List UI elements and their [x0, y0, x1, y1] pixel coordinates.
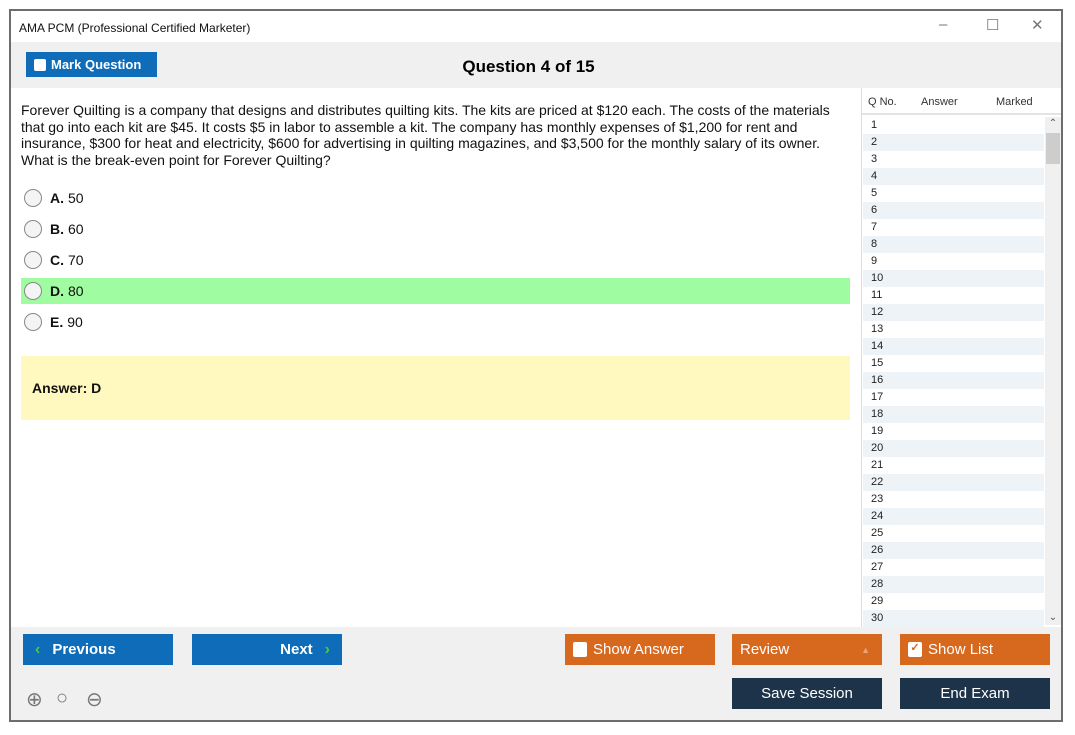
list-row[interactable]: 12	[863, 304, 1044, 321]
list-row[interactable]: 27	[871, 561, 884, 573]
list-row[interactable]: 13	[871, 323, 884, 335]
review-dropdown[interactable]: Review ▲	[732, 634, 882, 665]
previous-button[interactable]: ‹ Previous	[23, 634, 173, 665]
radio-button[interactable]	[24, 220, 42, 238]
chevron-left-icon: ‹	[35, 640, 41, 658]
option-e[interactable]: E. 90	[21, 309, 850, 335]
radio-button[interactable]	[24, 282, 42, 300]
list-row[interactable]: 14	[863, 338, 1044, 355]
header-qno[interactable]: Q No.	[868, 96, 897, 108]
show-answer-button[interactable]: Show Answer	[565, 634, 715, 665]
option-letter: A.	[50, 190, 64, 206]
list-row[interactable]: 25	[871, 527, 884, 539]
question-text: Forever Quilting is a company that desig…	[21, 102, 830, 168]
show-list-button[interactable]: ✓ Show List	[900, 634, 1050, 665]
zoom-reset-icon[interactable]: ○	[56, 687, 69, 709]
title-bar: AMA PCM (Professional Certified Marketer…	[11, 11, 1061, 42]
next-button[interactable]: Next ›	[192, 634, 342, 665]
list-row[interactable]: 26	[863, 542, 1044, 559]
option-d[interactable]: D. 80	[21, 278, 850, 304]
zoom-out-icon[interactable]: ⊖	[86, 689, 103, 711]
list-row[interactable]: 6	[863, 202, 1044, 219]
mark-question-label: Mark Question	[51, 57, 142, 72]
window-title: AMA PCM (Professional Certified Marketer…	[19, 21, 251, 35]
radio-button[interactable]	[24, 313, 42, 331]
review-label: Review	[740, 641, 790, 658]
list-row[interactable]: 5	[871, 187, 878, 199]
list-header: Q No. Answer Marked	[862, 88, 1061, 115]
radio-button[interactable]	[24, 251, 42, 269]
close-button[interactable]: ✕	[1031, 17, 1044, 34]
list-row[interactable]: 4	[863, 168, 1044, 185]
option-text: 90	[67, 314, 83, 330]
option-letter: B.	[50, 221, 64, 237]
show-answer-label: Show Answer	[593, 641, 684, 658]
next-label: Next	[280, 641, 313, 658]
list-row[interactable]: 17	[871, 391, 884, 403]
list-row[interactable]: 28	[863, 576, 1044, 593]
list-row[interactable]: 2	[863, 134, 1044, 151]
toolbar: Mark Question Question 4 of 15	[11, 42, 1061, 88]
caret-up-icon: ▲	[861, 644, 870, 655]
option-text: 50	[68, 190, 84, 206]
list-row[interactable]: 10	[863, 270, 1044, 287]
list-row[interactable]: 23	[871, 493, 884, 505]
scroll-down-icon[interactable]: ⌄	[1048, 612, 1058, 623]
scrollbar-thumb[interactable]	[1046, 133, 1060, 164]
question-list: Q No. Answer Marked 1 2 3 4 5 6 7 8 9 10 11 12 13 14 1…	[861, 88, 1061, 627]
list-row[interactable]: 24	[863, 508, 1044, 525]
list-row[interactable]: 19	[871, 425, 884, 437]
list-row[interactable]: 1	[871, 119, 878, 131]
question-counter: Question 4 of 15	[462, 57, 595, 76]
option-text: 70	[68, 252, 84, 268]
maximize-button[interactable]: ☐	[986, 17, 1000, 34]
checkbox-icon	[573, 642, 587, 657]
end-exam-button[interactable]: End Exam	[900, 678, 1050, 709]
question-panel: Forever Quilting is a company that desig…	[11, 88, 861, 627]
radio-button[interactable]	[24, 189, 42, 207]
option-letter: D.	[50, 283, 64, 299]
list-row[interactable]: 20	[863, 440, 1044, 457]
mark-question-button[interactable]: Mark Question	[26, 52, 157, 77]
list-row[interactable]: 8	[863, 236, 1044, 253]
zoom-in-icon[interactable]: ⊕	[26, 689, 43, 711]
list-row[interactable]: 16	[863, 372, 1044, 389]
option-c[interactable]: C. 70	[21, 247, 850, 273]
answer-box: Answer: D	[21, 356, 850, 420]
option-a[interactable]: A. 50	[21, 185, 850, 211]
header-answer[interactable]: Answer	[921, 96, 958, 108]
option-text: 80	[68, 283, 84, 299]
minimize-button[interactable]: –	[939, 16, 948, 33]
list-row[interactable]: 7	[871, 221, 878, 233]
list-row[interactable]: 9	[871, 255, 878, 267]
option-text: 60	[68, 221, 84, 237]
chevron-right-icon: ›	[324, 640, 330, 658]
list-row[interactable]: 22	[863, 474, 1044, 491]
option-letter: E.	[50, 314, 64, 330]
list-row[interactable]: 11	[871, 289, 883, 301]
list-row[interactable]: 21	[871, 459, 884, 471]
save-session-button[interactable]: Save Session	[732, 678, 882, 709]
checkbox-icon	[34, 58, 46, 71]
list-scrollbar[interactable]: ⌃ ⌄	[1045, 117, 1061, 625]
list-row[interactable]: 15	[871, 357, 884, 369]
list-row[interactable]: 18	[863, 406, 1044, 423]
app-window: AMA PCM (Professional Certified Marketer…	[9, 9, 1063, 722]
list-row[interactable]: 29	[871, 595, 884, 607]
option-letter: C.	[50, 252, 64, 268]
list-row[interactable]: 30	[863, 610, 1044, 627]
previous-label: Previous	[52, 641, 116, 658]
header-marked[interactable]: Marked	[996, 96, 1033, 108]
list-row[interactable]: 3	[871, 153, 878, 165]
option-b[interactable]: B. 60	[21, 216, 850, 242]
scroll-up-icon[interactable]: ⌃	[1048, 118, 1058, 129]
show-list-label: Show List	[928, 641, 994, 658]
checkbox-checked-icon: ✓	[908, 642, 922, 657]
